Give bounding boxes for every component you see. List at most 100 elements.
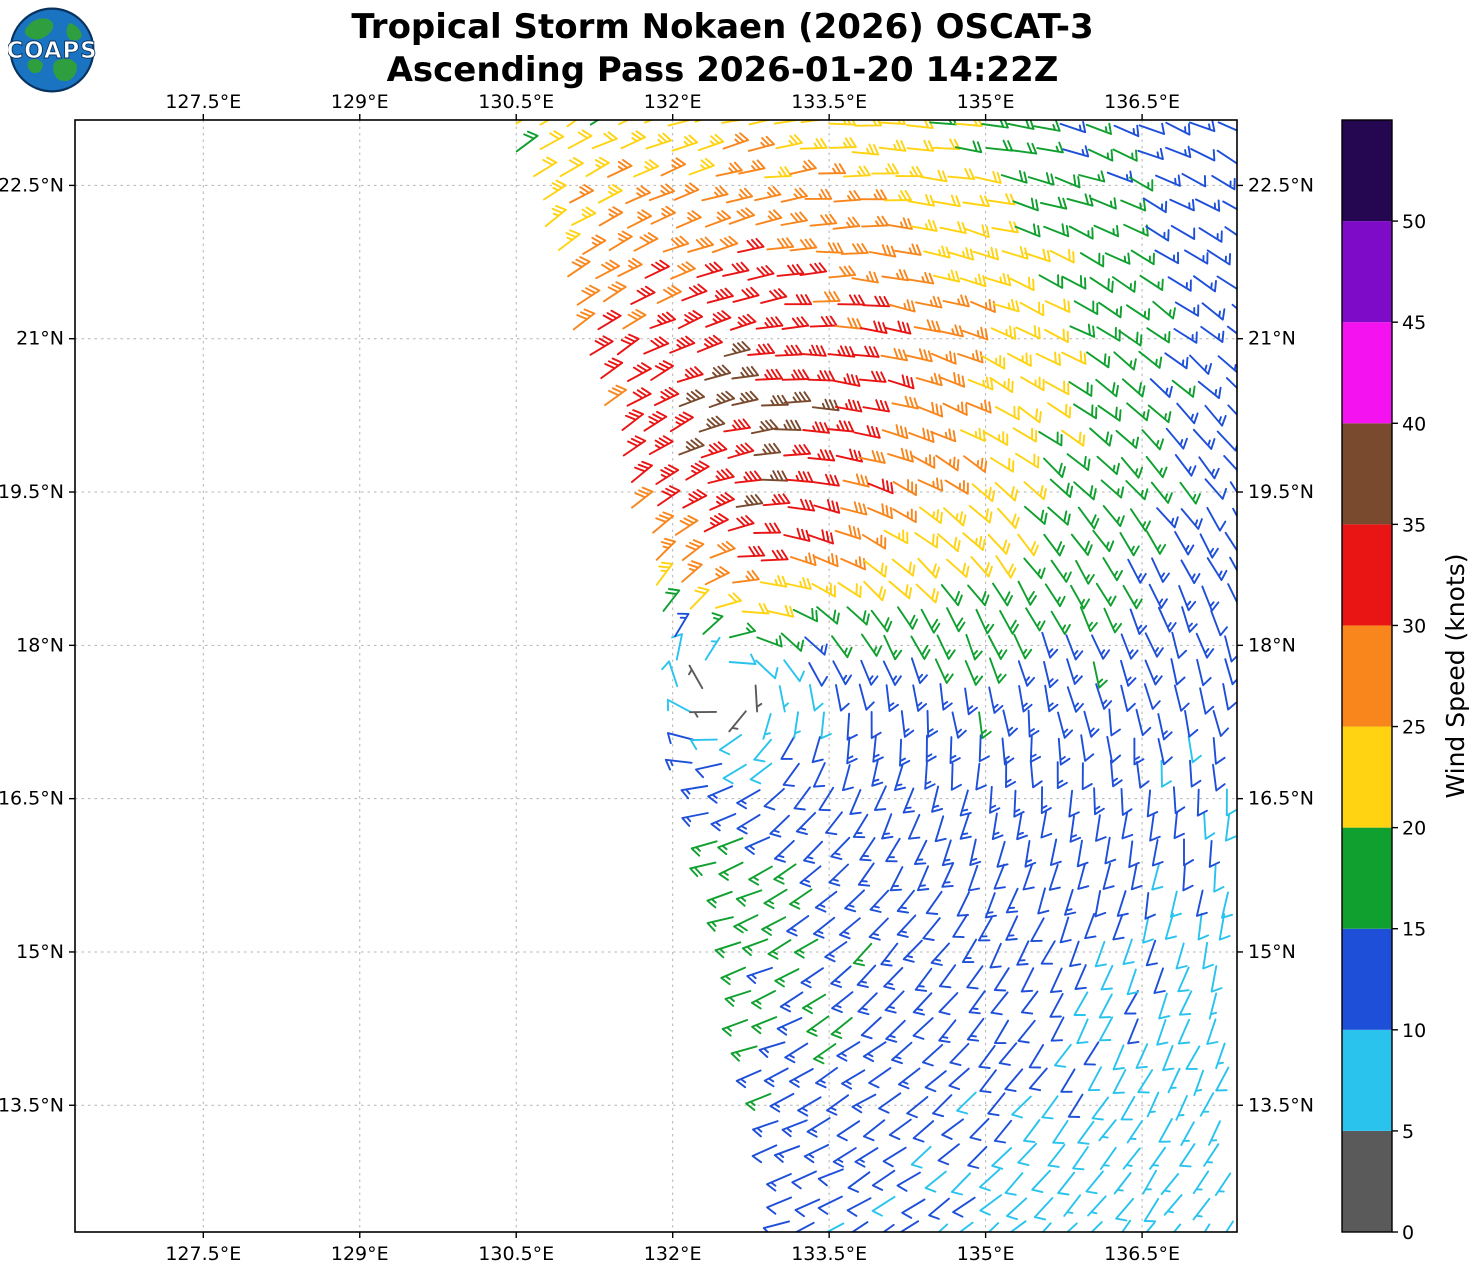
wind-barb-icon — [1029, 734, 1042, 763]
wind-barb-icon — [722, 763, 747, 785]
colorbar-tick-label: 40 — [1402, 413, 1426, 435]
wind-barb-icon — [767, 939, 792, 960]
wind-barb-icon — [1057, 1171, 1076, 1196]
wind-barb-icon — [878, 120, 906, 125]
wind-barb-icon — [1093, 224, 1120, 238]
wind-barb-icon — [751, 1016, 778, 1035]
wind-barb-icon — [1102, 557, 1123, 582]
wind-barb-icon — [544, 205, 567, 228]
wind-barb-icon — [888, 1118, 912, 1141]
wind-barb-icon — [813, 1043, 837, 1065]
wind-barb-icon — [1120, 456, 1144, 479]
wind-barb-icon — [815, 242, 844, 254]
x-tick-label-top: 129°E — [331, 91, 389, 113]
wind-barb-icon — [769, 1092, 795, 1113]
wind-barb-icon — [924, 1070, 947, 1093]
wind-barb-icon — [987, 193, 1016, 206]
wind-barb-icon — [709, 492, 735, 511]
wind-barb-icon — [808, 683, 824, 712]
wind-barb-icon — [1124, 990, 1139, 1015]
wind-barb-icon — [1006, 1197, 1028, 1221]
wind-barb-icon — [674, 612, 690, 638]
wind-barb-icon — [725, 187, 754, 204]
wind-barb-icon — [1095, 378, 1119, 398]
wind-barb-icon — [937, 1143, 960, 1166]
wind-barb-icon — [837, 294, 866, 306]
wind-barb-icon — [1165, 121, 1191, 136]
wind-barb-icon — [566, 120, 578, 128]
wind-barb-icon — [808, 662, 829, 687]
wind-barb-icon — [1098, 993, 1113, 1019]
wind-barb-icon — [977, 916, 993, 942]
wind-barb-icon — [571, 206, 597, 226]
wind-barb-icon — [799, 262, 828, 277]
wind-barb-icon — [1113, 351, 1137, 371]
wind-barb-icon — [971, 483, 996, 503]
wind-barb-icon — [1120, 684, 1136, 712]
wind-barb-icon — [675, 210, 702, 229]
wind-barb-icon — [794, 1221, 815, 1232]
wind-barb-icon — [968, 504, 993, 524]
wind-barb-icon — [830, 836, 851, 861]
wind-barb-icon — [840, 243, 869, 255]
wind-barb-icon — [993, 863, 1006, 890]
wind-barb-icon — [783, 527, 811, 542]
wind-barb-icon — [1147, 404, 1172, 424]
wind-barb-icon — [1028, 1044, 1045, 1069]
wind-barb-icon — [860, 1016, 882, 1040]
wind-barb-icon — [643, 336, 670, 355]
wind-barb-icon — [991, 812, 1004, 841]
wind-barb-icon — [1151, 557, 1170, 583]
wind-barb-icon — [754, 684, 763, 713]
wind-barb-icon — [617, 257, 643, 277]
wind-barb-icon — [589, 120, 600, 126]
wind-barb-icon — [1030, 917, 1045, 943]
wind-barb-icon — [996, 840, 1009, 868]
axis-ticks — [69, 114, 1243, 1238]
wind-barb-icon — [737, 237, 765, 254]
wind-barb-icon — [1102, 505, 1125, 528]
wind-barb-icon — [755, 316, 784, 330]
wind-barb-icon — [828, 265, 857, 279]
wind-barb-icon — [724, 990, 752, 1007]
wind-barb-icon — [888, 299, 916, 313]
wind-barb-icon — [1057, 737, 1071, 766]
wind-barb-icon — [896, 889, 915, 914]
wind-barb-icon — [954, 120, 983, 127]
wind-barb-icon — [1013, 633, 1033, 660]
wind-barb-icon — [899, 1220, 920, 1232]
wind-barb-icon — [910, 635, 931, 660]
wind-barb-icon — [1154, 249, 1180, 265]
wind-barb-icon — [1106, 735, 1122, 764]
wind-barb-icon — [806, 1015, 830, 1037]
wind-barb-icon — [859, 837, 876, 862]
wind-barb-icon — [608, 230, 633, 252]
wind-barb-icon — [1070, 584, 1091, 610]
wind-barb-icon — [884, 990, 905, 1014]
wind-barb-icon — [1061, 429, 1086, 447]
wind-barb-icon — [763, 1067, 789, 1088]
wind-barb-icon — [925, 890, 943, 915]
wind-barb-icon — [733, 914, 759, 934]
wind-barb-icon — [678, 389, 706, 408]
wind-barb-icon — [776, 263, 805, 277]
wind-barb-icon — [602, 281, 627, 303]
wind-barb-icon — [798, 344, 827, 357]
wind-barb-icon — [773, 839, 795, 863]
wind-barb-icon — [1066, 1222, 1078, 1232]
wind-barb-icon — [1103, 607, 1123, 634]
wind-barb-icon — [706, 287, 734, 304]
wind-barb-icon — [761, 916, 787, 936]
wind-barb-icon — [1163, 1194, 1183, 1216]
wind-barb-icon — [709, 540, 736, 559]
wind-barb-icon — [1022, 863, 1035, 891]
wind-barb-icon — [1094, 940, 1107, 968]
wind-barb-icon — [717, 837, 744, 856]
wind-barb-icon — [804, 188, 833, 200]
wind-barb-icon — [1035, 351, 1062, 366]
wind-barb-icon — [1017, 533, 1039, 557]
wind-barb-icon — [1150, 481, 1173, 504]
wind-barb-icon — [1091, 1096, 1110, 1121]
y-tick-label-right: 13.5°N — [1248, 1094, 1314, 1116]
wind-barb-icon — [643, 410, 668, 432]
